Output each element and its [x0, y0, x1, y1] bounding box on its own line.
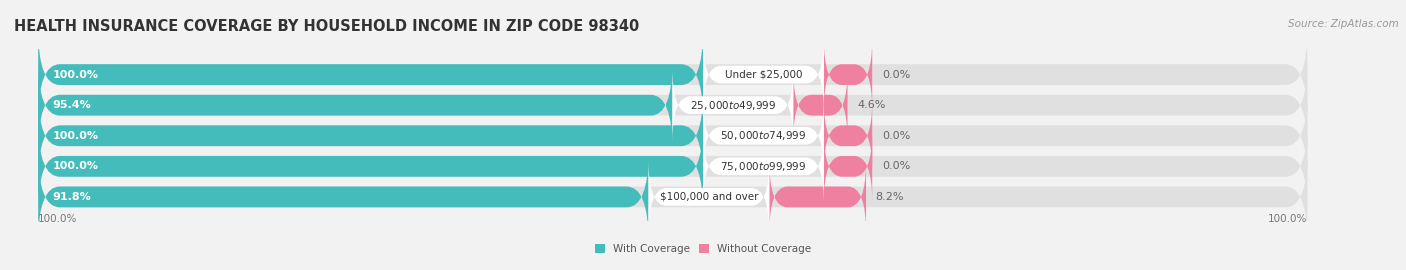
FancyBboxPatch shape [703, 38, 824, 112]
FancyBboxPatch shape [793, 70, 848, 141]
Text: 0.0%: 0.0% [882, 131, 910, 141]
FancyBboxPatch shape [38, 122, 703, 211]
Text: 100.0%: 100.0% [38, 214, 77, 224]
Text: 95.4%: 95.4% [53, 100, 91, 110]
FancyBboxPatch shape [38, 91, 1308, 180]
Text: $100,000 and over: $100,000 and over [659, 192, 758, 202]
FancyBboxPatch shape [38, 91, 703, 180]
Text: $50,000 to $74,999: $50,000 to $74,999 [720, 129, 807, 142]
Text: Source: ZipAtlas.com: Source: ZipAtlas.com [1288, 19, 1399, 29]
FancyBboxPatch shape [672, 68, 793, 142]
Text: Under $25,000: Under $25,000 [724, 70, 803, 80]
FancyBboxPatch shape [648, 160, 769, 234]
FancyBboxPatch shape [38, 60, 672, 150]
FancyBboxPatch shape [703, 129, 824, 203]
Text: HEALTH INSURANCE COVERAGE BY HOUSEHOLD INCOME IN ZIP CODE 98340: HEALTH INSURANCE COVERAGE BY HOUSEHOLD I… [14, 19, 640, 34]
Text: 91.8%: 91.8% [53, 192, 91, 202]
Text: 100.0%: 100.0% [53, 161, 98, 171]
Text: 100.0%: 100.0% [53, 131, 98, 141]
FancyBboxPatch shape [38, 152, 648, 242]
FancyBboxPatch shape [769, 161, 866, 232]
Text: 0.0%: 0.0% [882, 70, 910, 80]
Text: $75,000 to $99,999: $75,000 to $99,999 [720, 160, 807, 173]
FancyBboxPatch shape [38, 122, 1308, 211]
FancyBboxPatch shape [38, 60, 1308, 150]
Text: 100.0%: 100.0% [1268, 214, 1308, 224]
FancyBboxPatch shape [38, 30, 703, 119]
FancyBboxPatch shape [824, 100, 872, 171]
FancyBboxPatch shape [38, 30, 1308, 119]
Text: $25,000 to $49,999: $25,000 to $49,999 [690, 99, 776, 112]
FancyBboxPatch shape [824, 39, 872, 110]
Text: 100.0%: 100.0% [53, 70, 98, 80]
Legend: With Coverage, Without Coverage: With Coverage, Without Coverage [595, 244, 811, 254]
Text: 8.2%: 8.2% [876, 192, 904, 202]
FancyBboxPatch shape [824, 131, 872, 202]
Text: 0.0%: 0.0% [882, 161, 910, 171]
FancyBboxPatch shape [703, 99, 824, 173]
FancyBboxPatch shape [38, 152, 1308, 242]
Text: 4.6%: 4.6% [858, 100, 886, 110]
